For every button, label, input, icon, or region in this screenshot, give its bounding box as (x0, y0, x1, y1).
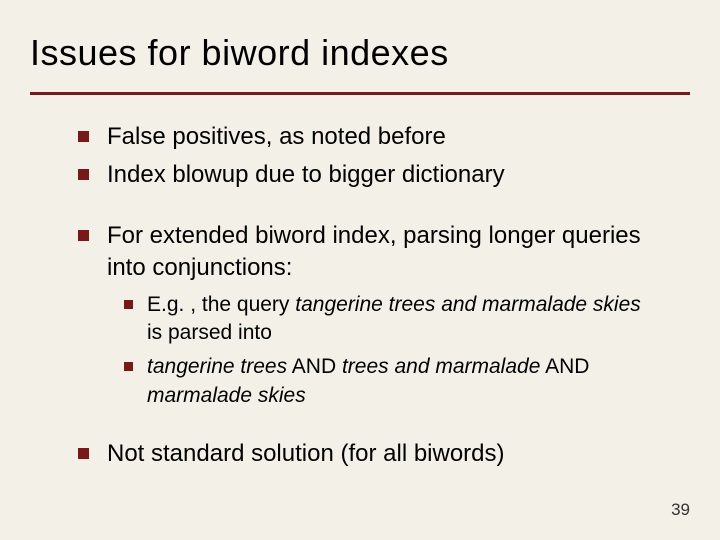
sub-list: E.g. , the query tangerine trees and mar… (78, 291, 660, 410)
sub-bullet-item: E.g. , the query tangerine trees and mar… (124, 291, 660, 348)
square-bullet-icon (78, 131, 89, 142)
text-plain: AND (287, 355, 342, 378)
content-area: False positives, as noted before Index b… (0, 95, 720, 470)
title-area: Issues for biword indexes (0, 0, 720, 84)
bullet-item: Index blowup due to bigger dictionary (78, 159, 660, 191)
bullet-item: False positives, as noted before (78, 121, 660, 153)
bullet-text: Not standard solution (for all biwords) (107, 438, 505, 470)
slide-title: Issues for biword indexes (30, 32, 690, 74)
text-italic: marmalade skies (147, 384, 306, 407)
sub-bullet-text: tangerine trees AND trees and marmalade … (147, 353, 660, 410)
bullet-item: Not standard solution (for all biwords) (78, 438, 660, 470)
square-bullet-icon (124, 362, 133, 371)
text-plain: E.g. , the query (147, 293, 295, 316)
text-italic: tangerine trees and marmalade skies (295, 293, 641, 316)
page-number: 39 (671, 500, 690, 520)
sub-bullet-text: E.g. , the query tangerine trees and mar… (147, 291, 660, 348)
text-italic: trees and marmalade (342, 355, 540, 378)
square-bullet-icon (124, 300, 133, 309)
bullet-text: For extended biword index, parsing longe… (107, 220, 660, 285)
sub-bullet-item: tangerine trees AND trees and marmalade … (124, 353, 660, 410)
bullet-item: For extended biword index, parsing longe… (78, 220, 660, 285)
text-italic: tangerine trees (147, 355, 287, 378)
bullet-text: Index blowup due to bigger dictionary (107, 159, 505, 191)
square-bullet-icon (78, 230, 89, 241)
square-bullet-icon (78, 448, 89, 459)
bullet-text: False positives, as noted before (107, 121, 446, 153)
text-plain: is parsed into (147, 321, 272, 344)
square-bullet-icon (78, 169, 89, 180)
text-plain: AND (540, 355, 589, 378)
